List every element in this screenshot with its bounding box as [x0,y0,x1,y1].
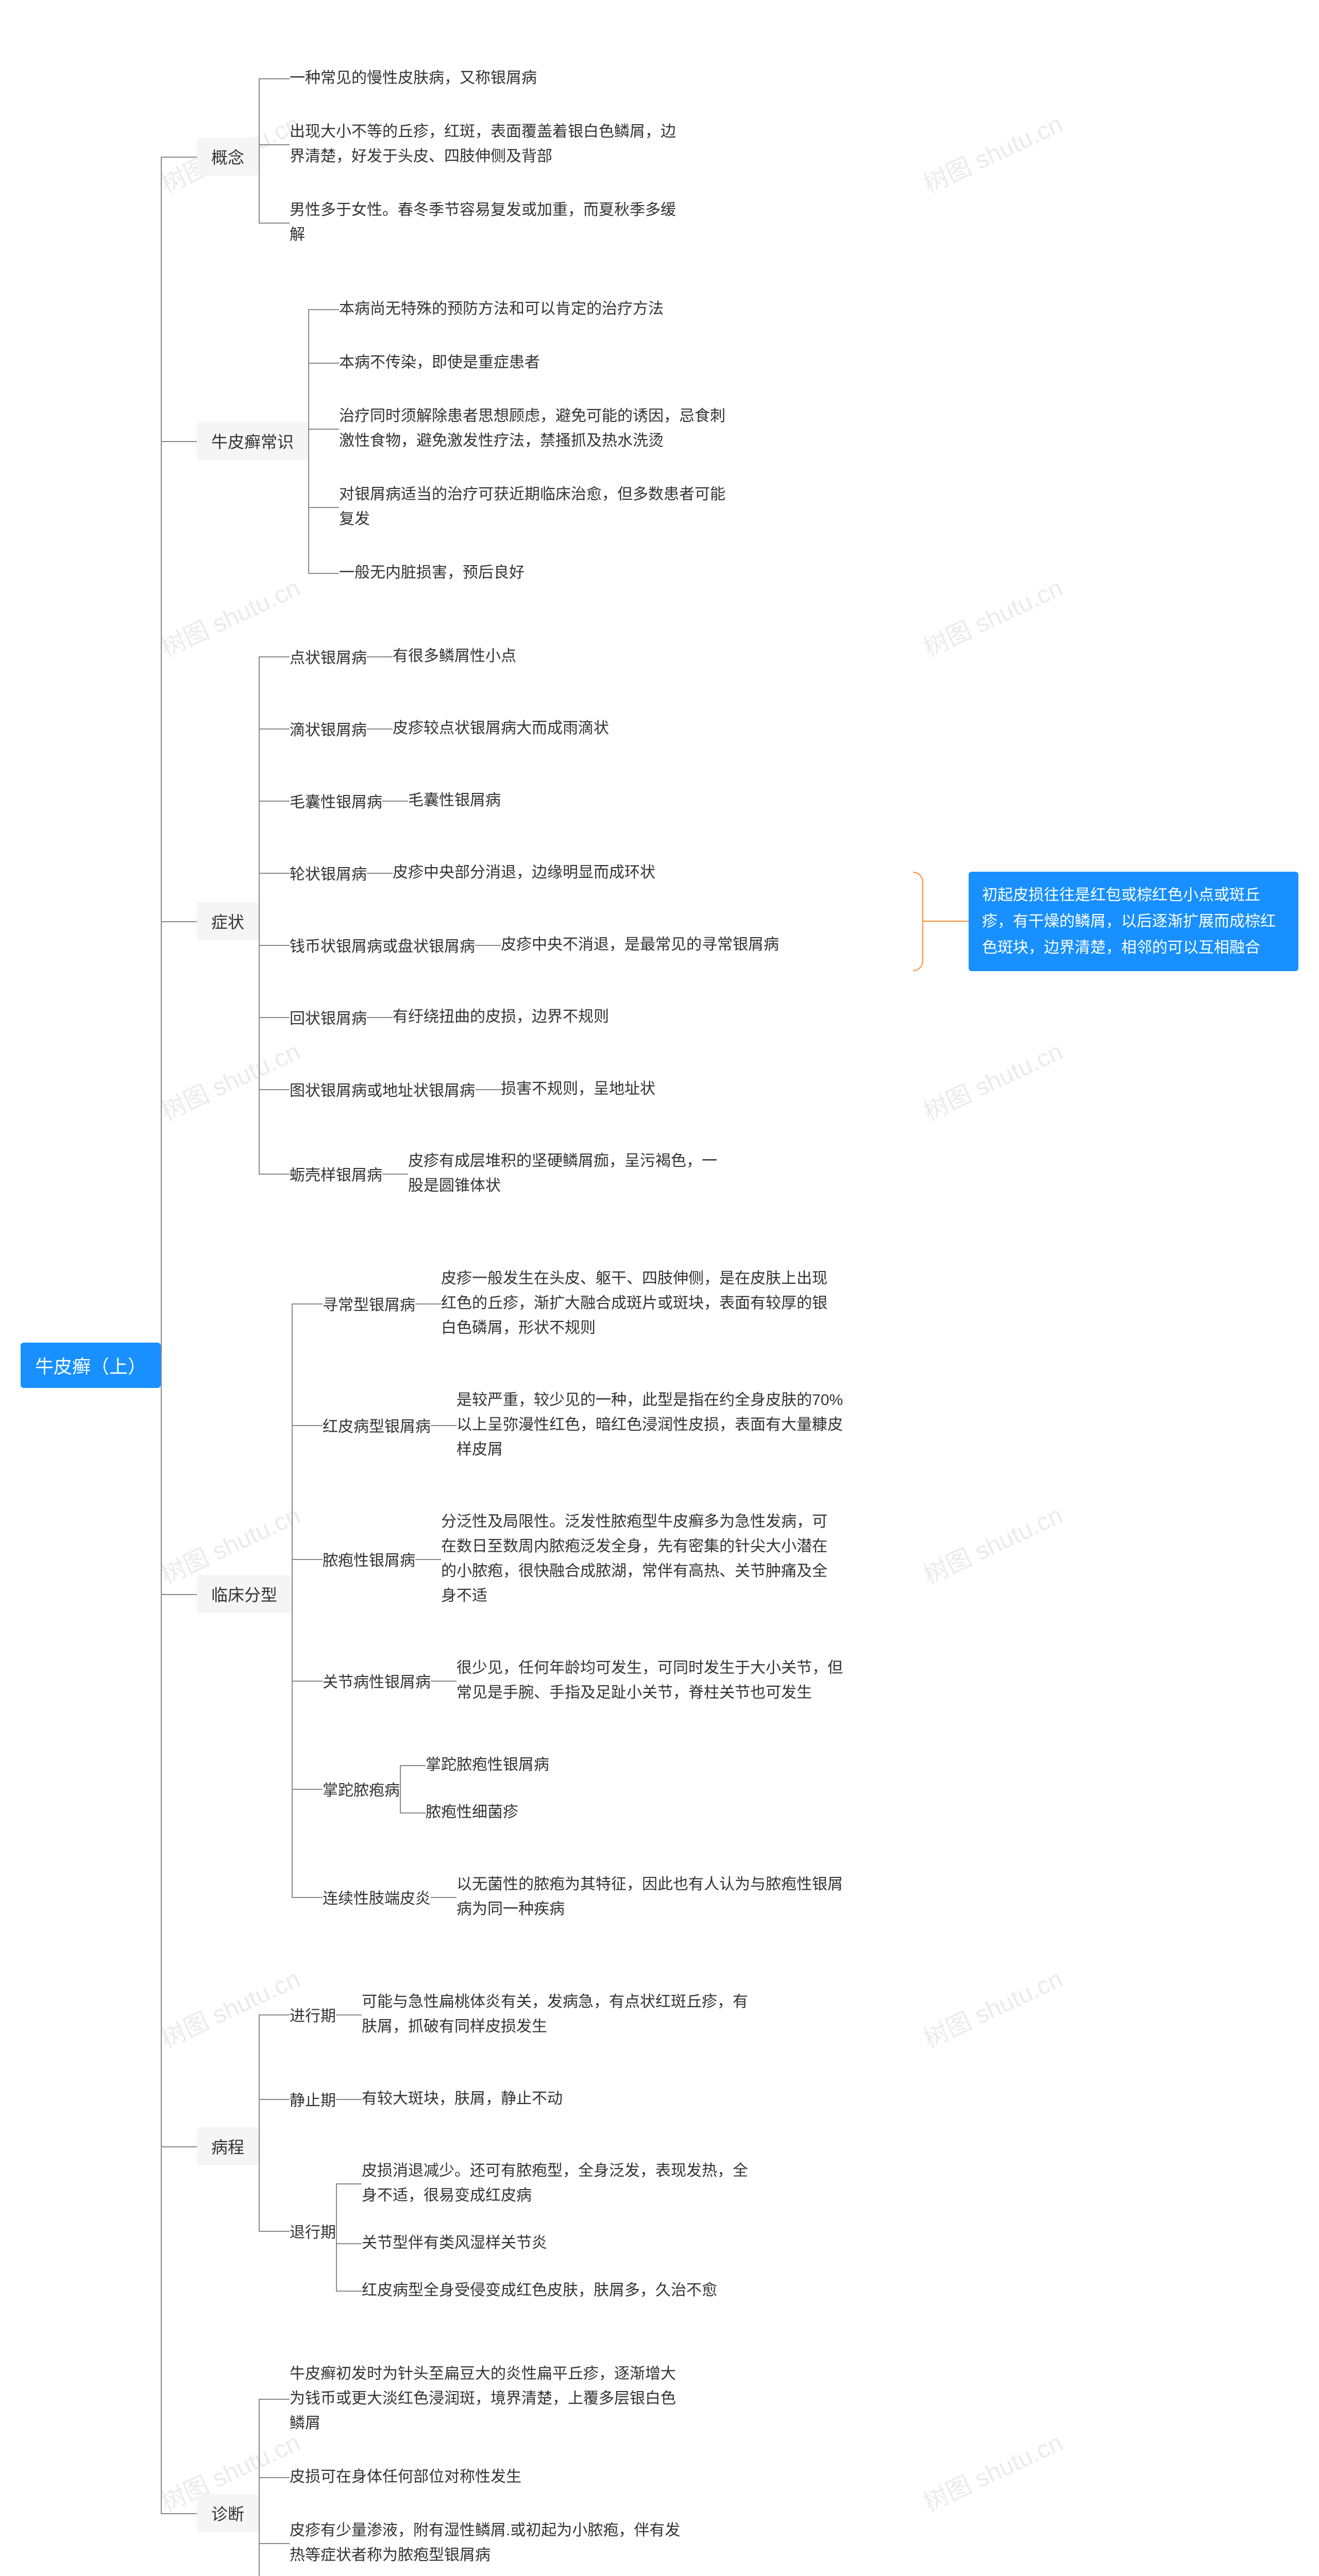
symptom-name: 毛囊性银屑病 [290,787,382,814]
symptom-desc: 毛囊性银屑病 [408,786,501,815]
symptoms-annotation: 初起皮损往往是红包或棕红色小点或斑丘疹，有干燥的鳞屑，以后逐渐扩展而成棕红色斑块… [969,872,1298,971]
clinical-desc: 以无菌性的脓疱为其特征，因此也有人认为与脓疱性银屑病为同一种疾病 [456,1870,848,1924]
symptom-desc: 皮疹有成层堆积的坚硬鳞屑痂，呈污褐色，一股是圆锥体状 [408,1147,717,1200]
course-desc: 有较大斑块，肤屑，静止不动 [362,2084,563,2113]
common-item: 本病不传染，即使是重症患者 [339,348,540,377]
section-course: 病程 [197,2127,259,2165]
symptom-name: 回状银屑病 [290,1004,367,1030]
diagnosis-item: 牛皮癣初发时为针头至扁豆大的炎性扁平丘疹，逐渐增大为钱币或更大淡红色浸润斑，境界… [290,2360,681,2438]
clinical-desc: 很少见，任何年龄均可发生，可同时发生于大小关节，但常见是手腕、手指及足趾小关节，… [456,1654,848,1707]
concept-item: 出现大小不等的丘疹，红斑，表面覆盖着银白色鳞屑，边界清楚，好发于头皮、四肢伸侧及… [290,117,681,171]
symptom-name: 钱币状银屑病或盘状银屑病 [290,931,475,958]
symptoms-annotation-group: 初起皮损往往是红包或棕红色小点或斑丘疹，有干燥的鳞屑，以后逐渐扩展而成棕红色斑块… [913,872,1298,971]
clinical-sub: 掌跎脓疱性银屑病 [426,1751,549,1780]
course-name: 静止期 [290,2086,336,2112]
clinical-desc: 分泛性及局限性。泛发性脓疱型牛皮癣多为急性发病，可在数日至数周内脓疱泛发全身，先… [441,1507,833,1611]
symptom-desc: 皮疹中央部分消退，边缘明显而成环状 [393,858,655,887]
clinical-sub: 脓疱性细菌疹 [426,1798,518,1827]
symptom-name: 点状银屑病 [290,643,367,670]
course-name: 进行期 [290,2001,336,2028]
section-diagnosis: 诊断 [197,2494,259,2532]
symptom-name: 滴状银屑病 [290,715,367,742]
course-desc: 可能与急性扁桃体炎有关，发病急，有点状红斑丘疹，有肤屑，抓破有同样皮损发生 [362,1988,753,2041]
section-concept: 概念 [197,138,259,176]
symptom-desc: 损害不规则，呈地址状 [501,1075,655,1104]
connector-line [923,921,969,922]
clinical-name: 连续性肢端皮炎 [323,1884,431,1910]
common-item: 对银屑病适当的治疗可获近期临床治愈，但多数患者可能复发 [339,480,731,534]
course-name: 退行期 [290,2217,336,2244]
section-common: 牛皮癣常识 [197,422,308,460]
symptom-name: 轮状银屑病 [290,859,367,886]
course-sub: 关节型伴有类风湿样关节炎 [362,2229,547,2258]
course-sub: 皮损消退减少。还可有脓疱型，全身泛发，表现发热，全身不适，很易变成红皮病 [362,2157,753,2210]
diagnosis-item: 皮疹有少量渗液，附有湿性鳞屑.或初起为小脓疱，伴有发热等症状者称为脓疱型银屑病 [290,2516,681,2570]
brace-icon [913,872,923,971]
clinical-name: 红皮病型银屑病 [323,1412,431,1438]
section-symptoms: 症状 [197,902,259,940]
mindmap: 牛皮癣（上） 概念 一种常见的慢性皮肤病，又称银屑病 出现大小不等的丘疹，红斑，… [21,41,1298,2576]
concept-item: 男性多于女性。春冬季节容易复发或加重，而夏秋季多缓解 [290,196,681,249]
clinical-name: 掌跎脓疱病 [323,1775,400,1802]
symptom-desc: 皮疹较点状银屑病大而成雨滴状 [393,714,609,743]
clinical-name: 关节病性银屑病 [323,1667,431,1694]
symptom-name: 图状银屑病或地址状银屑病 [290,1076,475,1103]
root-node: 牛皮癣（上） [21,1343,161,1388]
symptom-desc: 皮疹中央不消退，是最常见的寻常银屑病 [501,930,779,959]
clinical-desc: 皮疹一般发生在头皮、躯干、四肢伸侧，是在皮肤上出现红色的丘疹，渐扩大融合成斑片或… [441,1264,833,1343]
concept-item: 一种常见的慢性皮肤病，又称银屑病 [290,64,537,93]
clinical-name: 寻常型银屑病 [323,1290,415,1317]
symptoms-list: 点状银屑病 有很多鳞屑性小点 滴状银屑病 皮疹较点状银屑病大而成雨滴状 毛囊性银… [290,620,779,1222]
symptom-name: 蛎壳样银屑病 [290,1160,382,1187]
course-sub: 红皮病型全身受侵变成红色皮肤，肤屑多，久治不愈 [362,2276,717,2305]
common-item: 一般无内脏损害，预后良好 [339,558,525,587]
common-item: 治疗同时须解除患者思想顾虑，避免可能的诱因，忌食刺激性食物，避免激发性疗法，禁搔… [339,402,731,455]
section-clinical: 临床分型 [197,1575,292,1613]
common-item: 本病尚无特殊的预防方法和可以肯定的治疗方法 [339,295,664,324]
diagnosis-item: 皮损可在身体任何部位对称性发生 [290,2463,521,2492]
symptom-desc: 有纡绕扭曲的皮损，边界不规则 [393,1003,609,1031]
clinical-name: 脓疱性银屑病 [323,1546,415,1572]
clinical-desc: 是较严重，较少见的一种，此型是指在约全身皮肤的70%以上呈弥漫性红色，暗红色浸润… [456,1386,848,1464]
symptom-desc: 有很多鳞屑性小点 [393,642,516,671]
